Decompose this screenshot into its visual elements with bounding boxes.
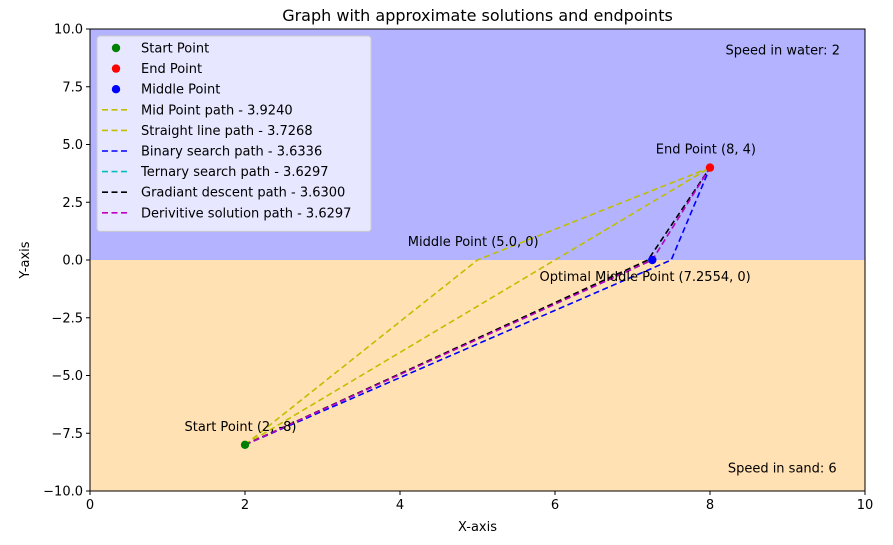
- series-line-0: [244, 166, 711, 446]
- x-tick-label-1: 2: [241, 498, 249, 513]
- x-tick-label-5: 10: [857, 498, 874, 513]
- annotation-2: End Point (8, 4): [656, 143, 756, 158]
- y-tick-label-5: 2.5: [62, 196, 83, 211]
- legend-label-point-2: Middle Point: [141, 83, 220, 98]
- legend-marker-point-1: [111, 64, 121, 73]
- y-tick-label-6: 5.0: [62, 138, 83, 153]
- legend-label-series-3: Ternary search path - 3.6297: [140, 165, 329, 180]
- annotation-0: Speed in water: 2: [726, 43, 840, 58]
- point-middle-point: [648, 255, 657, 265]
- y-axis-label: Y-axis: [18, 241, 33, 279]
- annotation-3: Middle Point (5.0, 0): [408, 235, 539, 250]
- legend-marker-point-0: [111, 43, 121, 53]
- legend: Start Point End Point Middle Point Mid Poin…: [96, 35, 372, 232]
- series-line-2: [244, 167, 711, 446]
- annotation-5: Start Point (2, -8): [185, 420, 297, 435]
- legend-label-series-2: Binary search path - 3.6336: [141, 145, 322, 160]
- legend-label-series-5: Derivitive solution path - 3.6297: [141, 206, 351, 221]
- legend-box: [96, 35, 372, 232]
- y-tick-label-2: −5.0: [51, 369, 83, 384]
- legend-label-series-0: Mid Point path - 3.9240: [141, 103, 293, 118]
- legend-label-series-4: Gradiant descent path - 3.6300: [141, 186, 345, 201]
- annotation-1: Speed in sand: 6: [728, 462, 837, 477]
- x-tick-label-0: 0: [86, 498, 94, 513]
- legend-label-point-0: Start Point: [141, 42, 209, 57]
- y-tick-label-1: −7.5: [51, 427, 83, 442]
- x-tick-label-3: 6: [551, 498, 559, 513]
- legend-label-point-1: End Point: [141, 62, 202, 77]
- annotation-4: Optimal Middle Point (7.2554, 0): [540, 270, 751, 285]
- y-tick-label-8: 10.0: [54, 23, 83, 38]
- point-end-point: [705, 163, 715, 172]
- y-tick-label-3: −2.5: [51, 311, 83, 326]
- point-start-point: [240, 440, 250, 449]
- x-tick-label-4: 8: [706, 498, 714, 513]
- region-sand: [90, 260, 865, 491]
- y-tick-label-7: 7.5: [62, 80, 83, 95]
- x-axis-label: X-axis: [458, 520, 497, 535]
- legend-marker-point-2: [111, 85, 121, 94]
- chart-title: Graph with approximate solutions and end…: [282, 6, 673, 25]
- legend-label-series-1: Straight line path - 3.7268: [141, 124, 313, 139]
- y-tick-label-0: −10.0: [43, 485, 83, 500]
- series-line-1: [244, 166, 711, 446]
- y-tick-label-4: 0.0: [62, 254, 83, 269]
- x-tick-label-2: 4: [396, 498, 404, 513]
- plot-area: Speed in water: 2 Speed in sand: 6 End Poi…: [89, 28, 866, 492]
